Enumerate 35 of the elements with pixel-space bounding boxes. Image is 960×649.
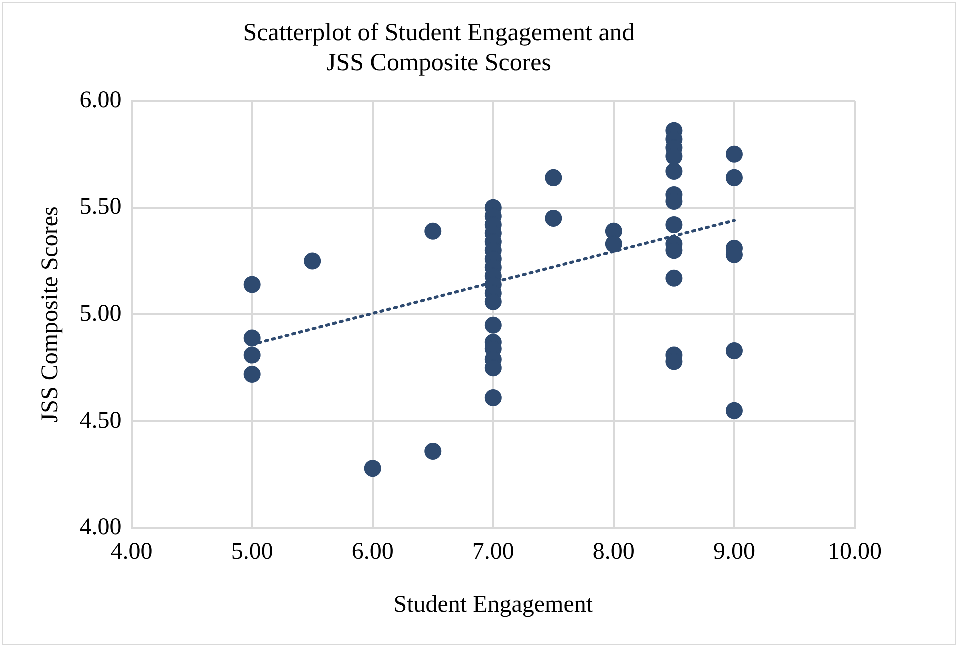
point <box>605 236 622 253</box>
chart-title: Scatterplot of Student Engagement and JSS Composite Scores <box>243 20 636 77</box>
point <box>424 442 442 460</box>
point <box>424 222 442 240</box>
point <box>545 210 562 228</box>
point <box>484 316 502 334</box>
y-tick-label: 5.50 <box>80 194 122 220</box>
point <box>726 169 743 186</box>
point <box>666 163 683 180</box>
y-tick-label: 4.00 <box>80 514 122 541</box>
x-tick-label: 10.00 <box>828 539 882 566</box>
x-tick-label: 7.00 <box>472 539 514 566</box>
point <box>545 169 562 186</box>
point <box>364 460 382 478</box>
x-tick-label: 8.00 <box>592 539 635 566</box>
x-tick-label: 6.00 <box>352 539 394 566</box>
point <box>244 346 261 364</box>
y-axis-title: JSS Composite Scores <box>38 206 64 423</box>
x-tick-label: 4.00 <box>110 539 153 566</box>
point <box>244 276 261 294</box>
y-tick-label: 5.00 <box>80 300 122 327</box>
x-axis-title: Student Engagement <box>394 592 594 618</box>
point <box>726 146 743 163</box>
y-tick-label: 4.50 <box>80 408 122 434</box>
point <box>244 330 261 347</box>
point <box>666 216 683 234</box>
point <box>484 390 502 407</box>
point <box>726 342 743 360</box>
x-tick-label: 9.00 <box>713 539 756 566</box>
point <box>726 402 743 420</box>
y-tick-label: 6.00 <box>80 87 122 114</box>
point <box>304 252 322 270</box>
point <box>244 366 261 384</box>
point <box>666 270 683 287</box>
x-tick-label: 5.00 <box>231 539 274 566</box>
